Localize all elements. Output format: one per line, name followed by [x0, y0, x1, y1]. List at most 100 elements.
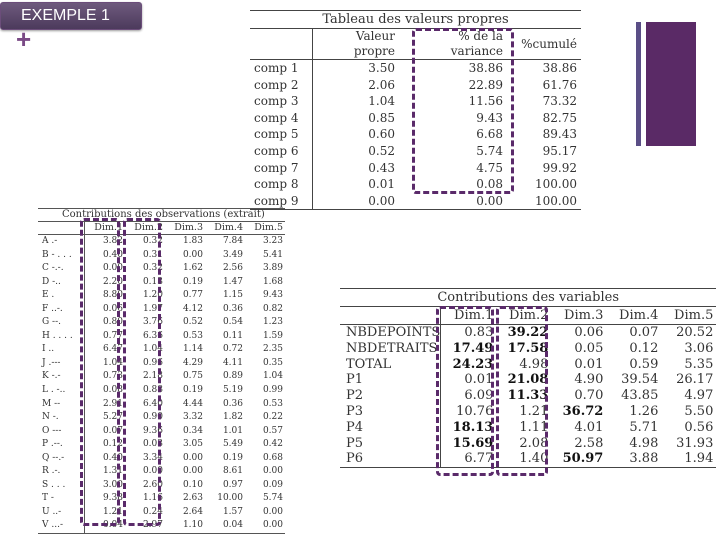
table-cell: 0.68	[262, 452, 283, 463]
table-cell: 9.43	[262, 290, 283, 301]
obs-table-column-header	[38, 221, 85, 235]
row-label: K -.-	[38, 370, 85, 385]
table-cell: 4.29	[182, 357, 203, 368]
table-cell: 0.05	[574, 340, 604, 356]
table-cell: 89.43	[542, 127, 577, 142]
table-row: V ...- 0.04 2.97 1.10 0.04 0.00	[38, 519, 285, 535]
table-row: P1 0.01 21.08 4.90 39.54 26.17	[340, 372, 716, 389]
table-cell: 9.36	[142, 425, 163, 436]
table-cell: 0.19	[182, 276, 203, 287]
table-cell: 1.47	[222, 276, 243, 287]
table-cell: 0.22	[262, 412, 283, 423]
table-cell: 2.63	[182, 493, 203, 504]
row-label: comp 5	[250, 126, 313, 143]
table-cell: 1.11	[519, 419, 549, 435]
table-cell: 2.91	[102, 398, 123, 409]
eigen-table-column-header	[250, 28, 313, 60]
table-cell: 1.10	[165, 519, 205, 535]
table-cell: 0.00	[182, 249, 203, 260]
var-table-column-header: Dim.4	[606, 306, 662, 325]
table-cell: 0.89	[222, 371, 243, 382]
table-cell: 0.12	[629, 340, 659, 356]
table-cell: 6.68	[476, 127, 503, 142]
table-cell: 0.53	[262, 398, 283, 409]
table-cell: 1.14	[182, 344, 203, 355]
obs-table-column-header: Dim.5	[245, 221, 285, 235]
table-cell: 7.84	[222, 236, 243, 246]
table-row: A .- 3.82 0.32 1.83 7.84 3.23	[38, 234, 285, 249]
table-cell: 1.04	[262, 371, 283, 382]
table-cell: 17.58	[507, 340, 549, 356]
row-label: comp 1	[250, 59, 313, 77]
table-cell: 5.19	[222, 385, 243, 396]
table-cell: 0.80	[102, 317, 123, 328]
obs-table-column-header: Dim.2	[125, 221, 165, 235]
table-row: NBDETRAITS 17.49 17.58 0.05 0.12 3.06	[340, 340, 716, 357]
table-cell: 6.40	[142, 398, 163, 409]
table-cell: 1.40	[496, 451, 552, 469]
table-cell: 11.56	[468, 94, 503, 109]
table-cell: 1.04	[368, 94, 395, 109]
table-cell: 0.00	[262, 466, 283, 477]
row-label: Q --.-	[38, 451, 85, 466]
table-cell: 4.12	[182, 303, 203, 314]
table-cell: 38.86	[542, 61, 577, 75]
table-cell: 0.88	[142, 385, 163, 396]
table-cell: 0.83	[464, 325, 494, 340]
table-cell: 0.04	[205, 519, 245, 535]
row-label: comp 8	[250, 176, 313, 193]
eigen-table-column-header: %cumulé	[517, 28, 581, 60]
row-label: comp 7	[250, 159, 313, 177]
table-cell: 2.56	[222, 263, 243, 274]
table-cell: 3.00	[102, 479, 123, 490]
table-row: comp 8 0.01 0.08 100.00	[250, 176, 581, 193]
table-cell: 4.97	[684, 388, 714, 404]
table-row: P2 6.09 11.33 0.70 43.85 4.97	[340, 388, 716, 404]
table-cell: 0.60	[368, 127, 395, 142]
highlight-obs-dim1	[80, 218, 120, 526]
row-label: NBDEPOINTS	[340, 324, 442, 341]
table-row: S . . . 3.00 2.60 0.10 0.97 0.09	[38, 478, 285, 493]
table-cell: 18.13	[452, 419, 494, 435]
highlight-var-dim2	[496, 306, 548, 476]
table-cell: 0.82	[262, 303, 283, 314]
decorative-bar-thin	[636, 22, 641, 146]
table-cell: 2.58	[574, 435, 604, 451]
table-cell: 2.18	[142, 371, 163, 382]
table-cell: 5.74	[262, 493, 283, 504]
row-label: comp 2	[250, 76, 313, 94]
table-cell: 0.19	[222, 452, 243, 463]
table-cell: 17.49	[452, 340, 494, 356]
eigenvalues-table-title: Tableau des valeurs propres	[250, 10, 581, 28]
table-cell: 0.03	[142, 439, 163, 450]
table-cell: 31.93	[676, 435, 714, 451]
table-cell: 1.16	[142, 493, 163, 504]
table-cell: 0.06	[574, 325, 604, 340]
eigen-table-column-header: % de la variance	[407, 28, 517, 60]
table-cell: 99.92	[542, 160, 577, 175]
variables-table-title: Contributions des variables	[340, 288, 717, 306]
row-label: P4	[340, 419, 442, 436]
highlight-variance-column	[412, 28, 514, 194]
table-cell: 6.36	[142, 330, 163, 341]
table-row: C -.-. 0.00 0.32 1.62 2.56 3.89	[38, 262, 285, 276]
row-label: U ..-	[38, 505, 85, 520]
row-label: P3	[340, 403, 442, 420]
table-row: Q --.- 0.40 3.34 0.00 0.19 0.68	[38, 451, 285, 466]
table-cell: 2.64	[182, 506, 203, 517]
row-label: P2	[340, 388, 442, 404]
table-cell: 73.32	[542, 94, 577, 109]
table-cell: 9.43	[476, 110, 503, 125]
table-cell: 11.33	[507, 388, 549, 404]
table-cell: 9.38	[102, 493, 123, 504]
table-cell: 0.85	[368, 110, 395, 125]
table-cell: 3.05	[182, 439, 203, 450]
row-label: A .-	[38, 234, 85, 249]
table-cell: 0.01	[464, 372, 494, 388]
table-cell: 38.86	[468, 61, 503, 75]
table-row: U ..- 1.21 0.24 2.64 1.57 0.00	[38, 505, 285, 520]
table-row: D -.. 2.20 0.13 0.19 1.47 1.68	[38, 275, 285, 290]
table-cell: 2.60	[142, 479, 163, 490]
row-label: H . . . .	[38, 329, 85, 344]
table-cell: 0.52	[368, 143, 395, 158]
